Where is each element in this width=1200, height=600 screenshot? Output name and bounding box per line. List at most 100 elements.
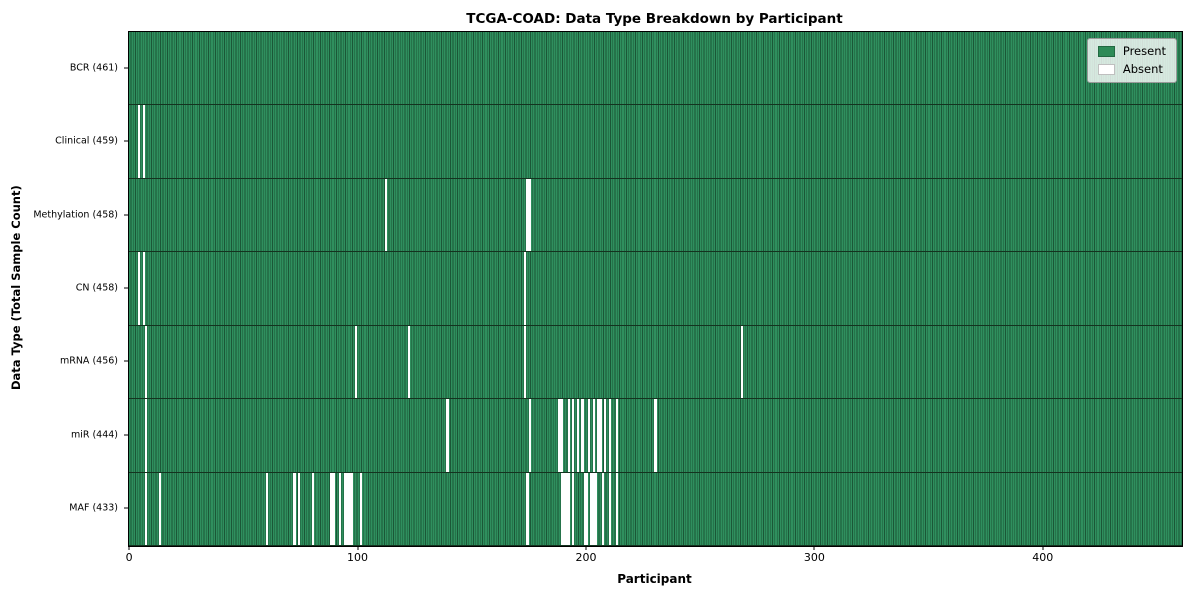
absent-cell (567, 472, 570, 545)
absent-cell (592, 399, 595, 472)
plot-area: Present Absent (128, 31, 1183, 547)
y-tick-mark (124, 67, 128, 69)
absent-cell (615, 472, 618, 545)
absent-cell (350, 472, 353, 545)
y-tick-label: MAF (433) (69, 502, 118, 514)
absent-cell (560, 399, 563, 472)
heatmap-row-mir (129, 399, 1182, 473)
absent-swatch-icon (1097, 63, 1115, 75)
x-tick-mark (585, 546, 587, 550)
y-tick-label: miR (444) (70, 429, 118, 441)
heatmap-row-maf (129, 472, 1182, 546)
x-tick-mark (128, 546, 130, 550)
absent-cell (594, 472, 598, 545)
absent-cell (142, 105, 145, 178)
x-tick-mark (813, 546, 815, 550)
absent-cell (601, 472, 605, 545)
absent-cell (144, 325, 148, 399)
y-tick-mark (124, 360, 128, 362)
absent-cell (560, 472, 563, 545)
absent-cell (581, 399, 584, 472)
absent-cell (583, 472, 586, 545)
absent-cell (615, 399, 618, 472)
legend-item-present: Present (1097, 44, 1166, 58)
absent-cell (654, 399, 657, 472)
y-tick-mark (124, 287, 128, 289)
x-tick-label: 400 (1032, 551, 1054, 564)
absent-cell (524, 325, 527, 399)
absent-cell (608, 472, 611, 545)
absent-cell (293, 472, 296, 545)
heatmap-row-clinical (129, 105, 1182, 179)
absent-cell (144, 472, 148, 545)
y-tick-label: CN (458) (75, 282, 118, 294)
absent-cell (562, 472, 566, 545)
absent-cell (741, 325, 744, 399)
absent-cell (330, 472, 333, 545)
y-tick-mark (124, 140, 128, 142)
absent-cell (524, 252, 527, 325)
y-tick-label: mRNA (456) (59, 355, 118, 367)
absent-cell (558, 399, 561, 472)
y-tick-label: Clinical (459) (55, 135, 118, 147)
x-axis-ticks: 0 100 200 300 400 (125, 546, 1181, 568)
heatmap-row-bcr (129, 32, 1182, 106)
y-tick-mark (124, 434, 128, 436)
absent-cell (604, 399, 607, 472)
y-tick-label: Methylation (458) (33, 209, 118, 221)
absent-cell (348, 472, 351, 545)
x-tick-label: 100 (347, 551, 369, 564)
absent-cell (446, 399, 449, 472)
absent-cell (345, 472, 349, 545)
absent-cell (339, 472, 342, 545)
absent-cell (588, 399, 591, 472)
x-tick-mark (1042, 546, 1044, 550)
absent-cell (407, 325, 410, 399)
absent-cell (144, 399, 148, 472)
present-swatch-icon (1097, 46, 1115, 58)
absent-cell (266, 472, 269, 545)
absent-cell (298, 472, 301, 545)
heatmap-row-cn (129, 252, 1182, 326)
absent-cell (528, 399, 531, 472)
absent-cell (592, 472, 595, 545)
x-tick-label: 0 (125, 551, 133, 564)
absent-cell (359, 472, 362, 545)
heatmap-row-methylation (129, 178, 1182, 253)
y-tick-label: BCR (461) (69, 62, 118, 74)
absent-cell (585, 472, 589, 545)
absent-cell (526, 178, 529, 252)
absent-cell (597, 399, 600, 472)
heatmap-row-mrna (129, 325, 1182, 400)
absent-cell (355, 325, 358, 399)
absent-cell (343, 472, 346, 545)
legend: Present Absent (1086, 38, 1177, 83)
x-tick-label: 200 (575, 551, 597, 564)
absent-cell (142, 252, 145, 325)
absent-cell (599, 399, 602, 472)
absent-cell (576, 399, 579, 472)
y-tick-mark (124, 507, 128, 509)
absent-cell (332, 472, 335, 545)
absent-cell (526, 472, 529, 545)
legend-label-present: Present (1122, 44, 1166, 58)
legend-label-absent: Absent (1122, 61, 1163, 76)
y-axis-ticks: BCR (461) Clinical (459) Methylation (458)… (0, 31, 128, 545)
absent-cell (565, 472, 568, 545)
absent-cell (138, 252, 141, 325)
absent-cell (572, 472, 575, 545)
absent-cell (311, 472, 314, 545)
absent-cell (590, 472, 593, 545)
absent-cell (384, 178, 388, 252)
x-tick-mark (357, 546, 359, 550)
absent-cell (138, 105, 141, 178)
legend-item-absent: Absent (1097, 61, 1166, 76)
x-tick-label: 300 (803, 551, 825, 564)
absent-cell (608, 399, 611, 472)
absent-cell (528, 178, 531, 252)
absent-cell (567, 399, 570, 472)
y-tick-mark (124, 214, 128, 216)
x-axis-label: Participant (617, 572, 692, 586)
absent-cell (158, 472, 161, 545)
